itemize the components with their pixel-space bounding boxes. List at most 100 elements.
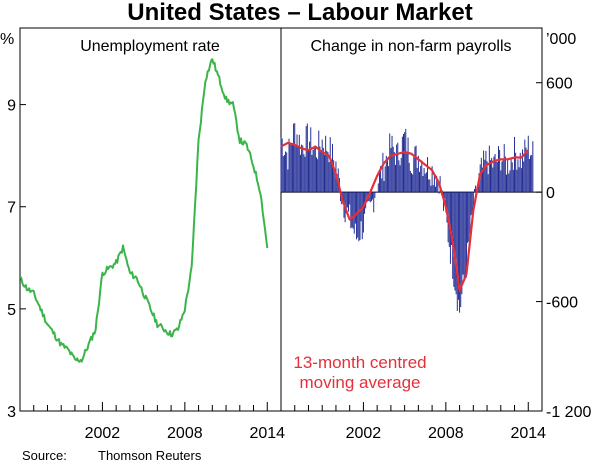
payroll-bar (307, 149, 309, 193)
payroll-bar (333, 160, 335, 193)
payroll-bar (304, 156, 306, 193)
payroll-bar (502, 159, 504, 193)
right-x-tick-label: 2002 (346, 425, 382, 442)
payroll-bar (494, 153, 496, 193)
left-y-tick-label: 7 (7, 200, 16, 217)
payroll-bar (321, 139, 323, 193)
payroll-bar (362, 192, 364, 233)
payroll-bar (415, 145, 417, 193)
payroll-bar (455, 192, 457, 295)
payroll-bar (336, 174, 338, 193)
payroll-bar (467, 192, 469, 243)
payroll-bar (345, 192, 347, 214)
payroll-bar (301, 144, 303, 193)
payroll-bar (420, 165, 422, 193)
payroll-bar (294, 123, 296, 193)
payroll-bar (330, 162, 332, 193)
payroll-bar (354, 192, 356, 224)
payroll-bar (303, 154, 305, 193)
payroll-bar (465, 192, 467, 278)
payroll-bar (382, 152, 384, 193)
payroll-bar (328, 162, 330, 193)
right-x-tick-label: 2014 (510, 425, 546, 442)
payroll-bar (384, 166, 386, 193)
payroll-bar (507, 158, 509, 193)
payroll-bar (346, 192, 348, 208)
payroll-bar (532, 141, 534, 193)
payroll-bar (431, 166, 433, 193)
payroll-bar (280, 137, 282, 193)
payroll-bar (329, 137, 331, 193)
payroll-bar (510, 157, 512, 193)
payroll-bar (408, 162, 410, 193)
payroll-bar (396, 144, 398, 193)
payroll-bar (425, 172, 427, 193)
payroll-bar (361, 192, 363, 240)
payroll-bar (398, 160, 400, 193)
payrolls-panel: -1 200 -600 0 600 2002 2008 2014 (280, 76, 591, 442)
payroll-bar (531, 154, 533, 193)
payroll-bar (423, 168, 425, 193)
payroll-bar (403, 133, 404, 193)
payroll-bar (430, 185, 432, 193)
payroll-bar (523, 161, 525, 193)
payroll-bar (326, 150, 328, 193)
payroll-bar (374, 192, 376, 198)
payroll-bar (490, 160, 491, 193)
payroll-bar (386, 157, 388, 193)
moving-average-line (280, 141, 530, 292)
payroll-bar (491, 157, 493, 193)
payroll-bar (359, 192, 361, 240)
payroll-bar (530, 155, 532, 193)
payroll-bar (380, 166, 382, 193)
payroll-bar (324, 154, 325, 193)
payroll-bar (406, 153, 408, 193)
payroll-bar (390, 147, 392, 193)
left-y-tick-label: 9 (7, 98, 16, 115)
payroll-bar (451, 192, 453, 245)
payroll-bar (394, 164, 396, 193)
payroll-bar (369, 192, 371, 203)
payroll-bar (283, 154, 285, 193)
payroll-bar (400, 157, 402, 193)
payroll-bar (312, 149, 314, 193)
payroll-bar (525, 147, 527, 193)
payroll-bar (407, 137, 409, 193)
right-y-tick-label: 0 (546, 185, 555, 202)
payroll-bar (517, 159, 519, 193)
payroll-bar (393, 152, 395, 193)
payroll-bar (376, 192, 378, 193)
payroll-bar (486, 161, 488, 193)
payroll-bar (492, 167, 494, 193)
left-unit-label: % (0, 31, 14, 48)
payroll-bar (487, 174, 489, 193)
payroll-bar (327, 152, 329, 193)
payroll-bar (468, 192, 470, 242)
source-value: Thomson Reuters (98, 448, 202, 463)
right-x-tick-label: 2008 (428, 425, 464, 442)
payroll-bar (526, 152, 528, 193)
payroll-bar (388, 166, 390, 193)
payroll-bar (319, 146, 321, 193)
payroll-bar (528, 159, 530, 193)
payroll-bar (311, 154, 313, 193)
payroll-bar (495, 161, 497, 193)
payroll-bar (464, 192, 466, 276)
payroll-bar (413, 156, 415, 193)
payroll-bar (508, 173, 510, 193)
payroll-bar (290, 144, 292, 193)
payroll-bar (485, 150, 487, 193)
payroll-bar (351, 192, 353, 228)
payroll-bar (522, 149, 524, 193)
payroll-bar (318, 130, 320, 193)
payroll-bar (511, 162, 513, 193)
payroll-bar (462, 192, 464, 275)
payroll-bar (401, 136, 403, 193)
left-y-tick-label: 3 (7, 404, 16, 421)
payroll-bar (457, 192, 459, 300)
annotation-text-line: 13-month centred (293, 353, 426, 372)
payroll-bar (332, 143, 333, 193)
payroll-bar (475, 185, 477, 193)
